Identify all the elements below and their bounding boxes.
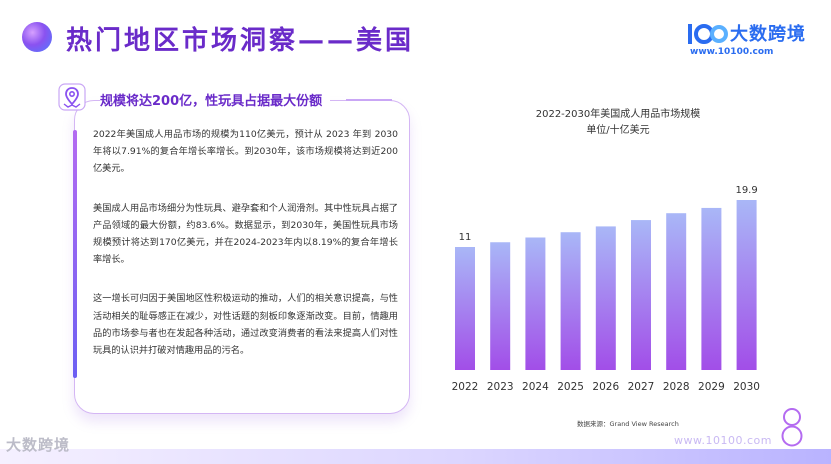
footer-watermark: 大数跨境 — [6, 436, 71, 454]
paragraph-drivers: 这一增长可归因于美国地区性积极运动的推动，人们的相关意识提高，与性活动相关的耻辱… — [93, 293, 398, 357]
bar-2029 — [701, 207, 722, 370]
bar-2022 — [455, 247, 475, 370]
data-label: 11 — [459, 232, 472, 243]
bar-2028 — [666, 213, 687, 370]
x-tick-label: 2023 — [487, 381, 514, 393]
brand-logo[interactable]: 大数跨境 www.10100.com — [684, 16, 814, 62]
market-size-bar-chart: 2022-2030年美国成人用品市场规模 单位/十亿美元 2022 2023 202… — [452, 107, 760, 393]
x-tick-label: 2022 — [452, 381, 479, 393]
bar-2030 — [736, 200, 757, 370]
summary-text: 2022年美国成人用品市场的规模为110亿美元，预计从 2023 年到 2030… — [93, 126, 398, 381]
x-tick-label: 2029 — [698, 381, 725, 393]
summary-panel — [74, 100, 410, 414]
data-source: 数据来源：Grand View Research — [577, 420, 679, 428]
x-tick-label: 2027 — [628, 381, 655, 393]
data-label: 19.9 — [735, 185, 757, 196]
panel-accent-bar — [73, 130, 77, 378]
x-tick-label: 2025 — [557, 381, 584, 393]
logo-brand-text: 大数跨境 — [730, 24, 806, 45]
logo-mark-icon — [688, 24, 728, 44]
location-pin-icon — [58, 83, 86, 111]
x-tick-label: 2024 — [522, 381, 549, 393]
title-decoration-dot — [22, 22, 52, 52]
x-tick-label: 2026 — [592, 381, 619, 393]
x-tick-label: 2030 — [733, 381, 760, 393]
logo-url: www.10100.com — [690, 47, 774, 57]
chart-subtitle: 单位/十亿美元 — [586, 123, 649, 136]
bar-2024 — [525, 237, 546, 370]
x-tick-label: 2028 — [663, 381, 690, 393]
bar-2026 — [595, 226, 616, 370]
panel-heading: 规模将达200亿，性玩具占据最大份额 — [100, 90, 331, 109]
paragraph-market-size: 2022年美国成人用品市场的规模为110亿美元，预计从 2023 年到 2030… — [93, 129, 398, 175]
bar-2023 — [490, 242, 511, 370]
heading-divider — [346, 99, 392, 101]
chart-x-axis-labels: 2022 2023 2024 2025 2026 2027 2028 2029 2030 — [452, 381, 760, 393]
chart-title: 2022-2030年美国成人用品市场规模 — [536, 107, 701, 120]
footer-url: www.10100.com — [674, 434, 772, 447]
bar-2027 — [631, 220, 651, 370]
bar-2025 — [560, 232, 581, 370]
footer-gradient-bar — [0, 449, 831, 464]
page-title: 热门地区市场洞察——美国 — [66, 26, 415, 56]
figure-eight-decoration — [781, 408, 803, 447]
paragraph-segments: 美国成人用品市场细分为性玩具、避孕套和个人润滑剂。其中性玩具占据了产品领域的最大… — [93, 202, 398, 266]
chart-bars — [455, 200, 757, 370]
chart-data-labels: 11 19.9 — [459, 185, 758, 243]
